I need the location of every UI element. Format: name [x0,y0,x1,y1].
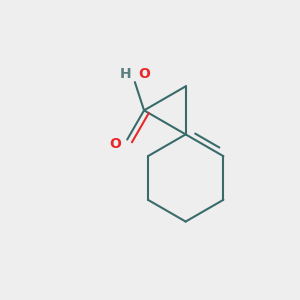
Text: O: O [138,67,150,81]
Text: O: O [110,136,121,151]
Text: H: H [120,67,132,81]
